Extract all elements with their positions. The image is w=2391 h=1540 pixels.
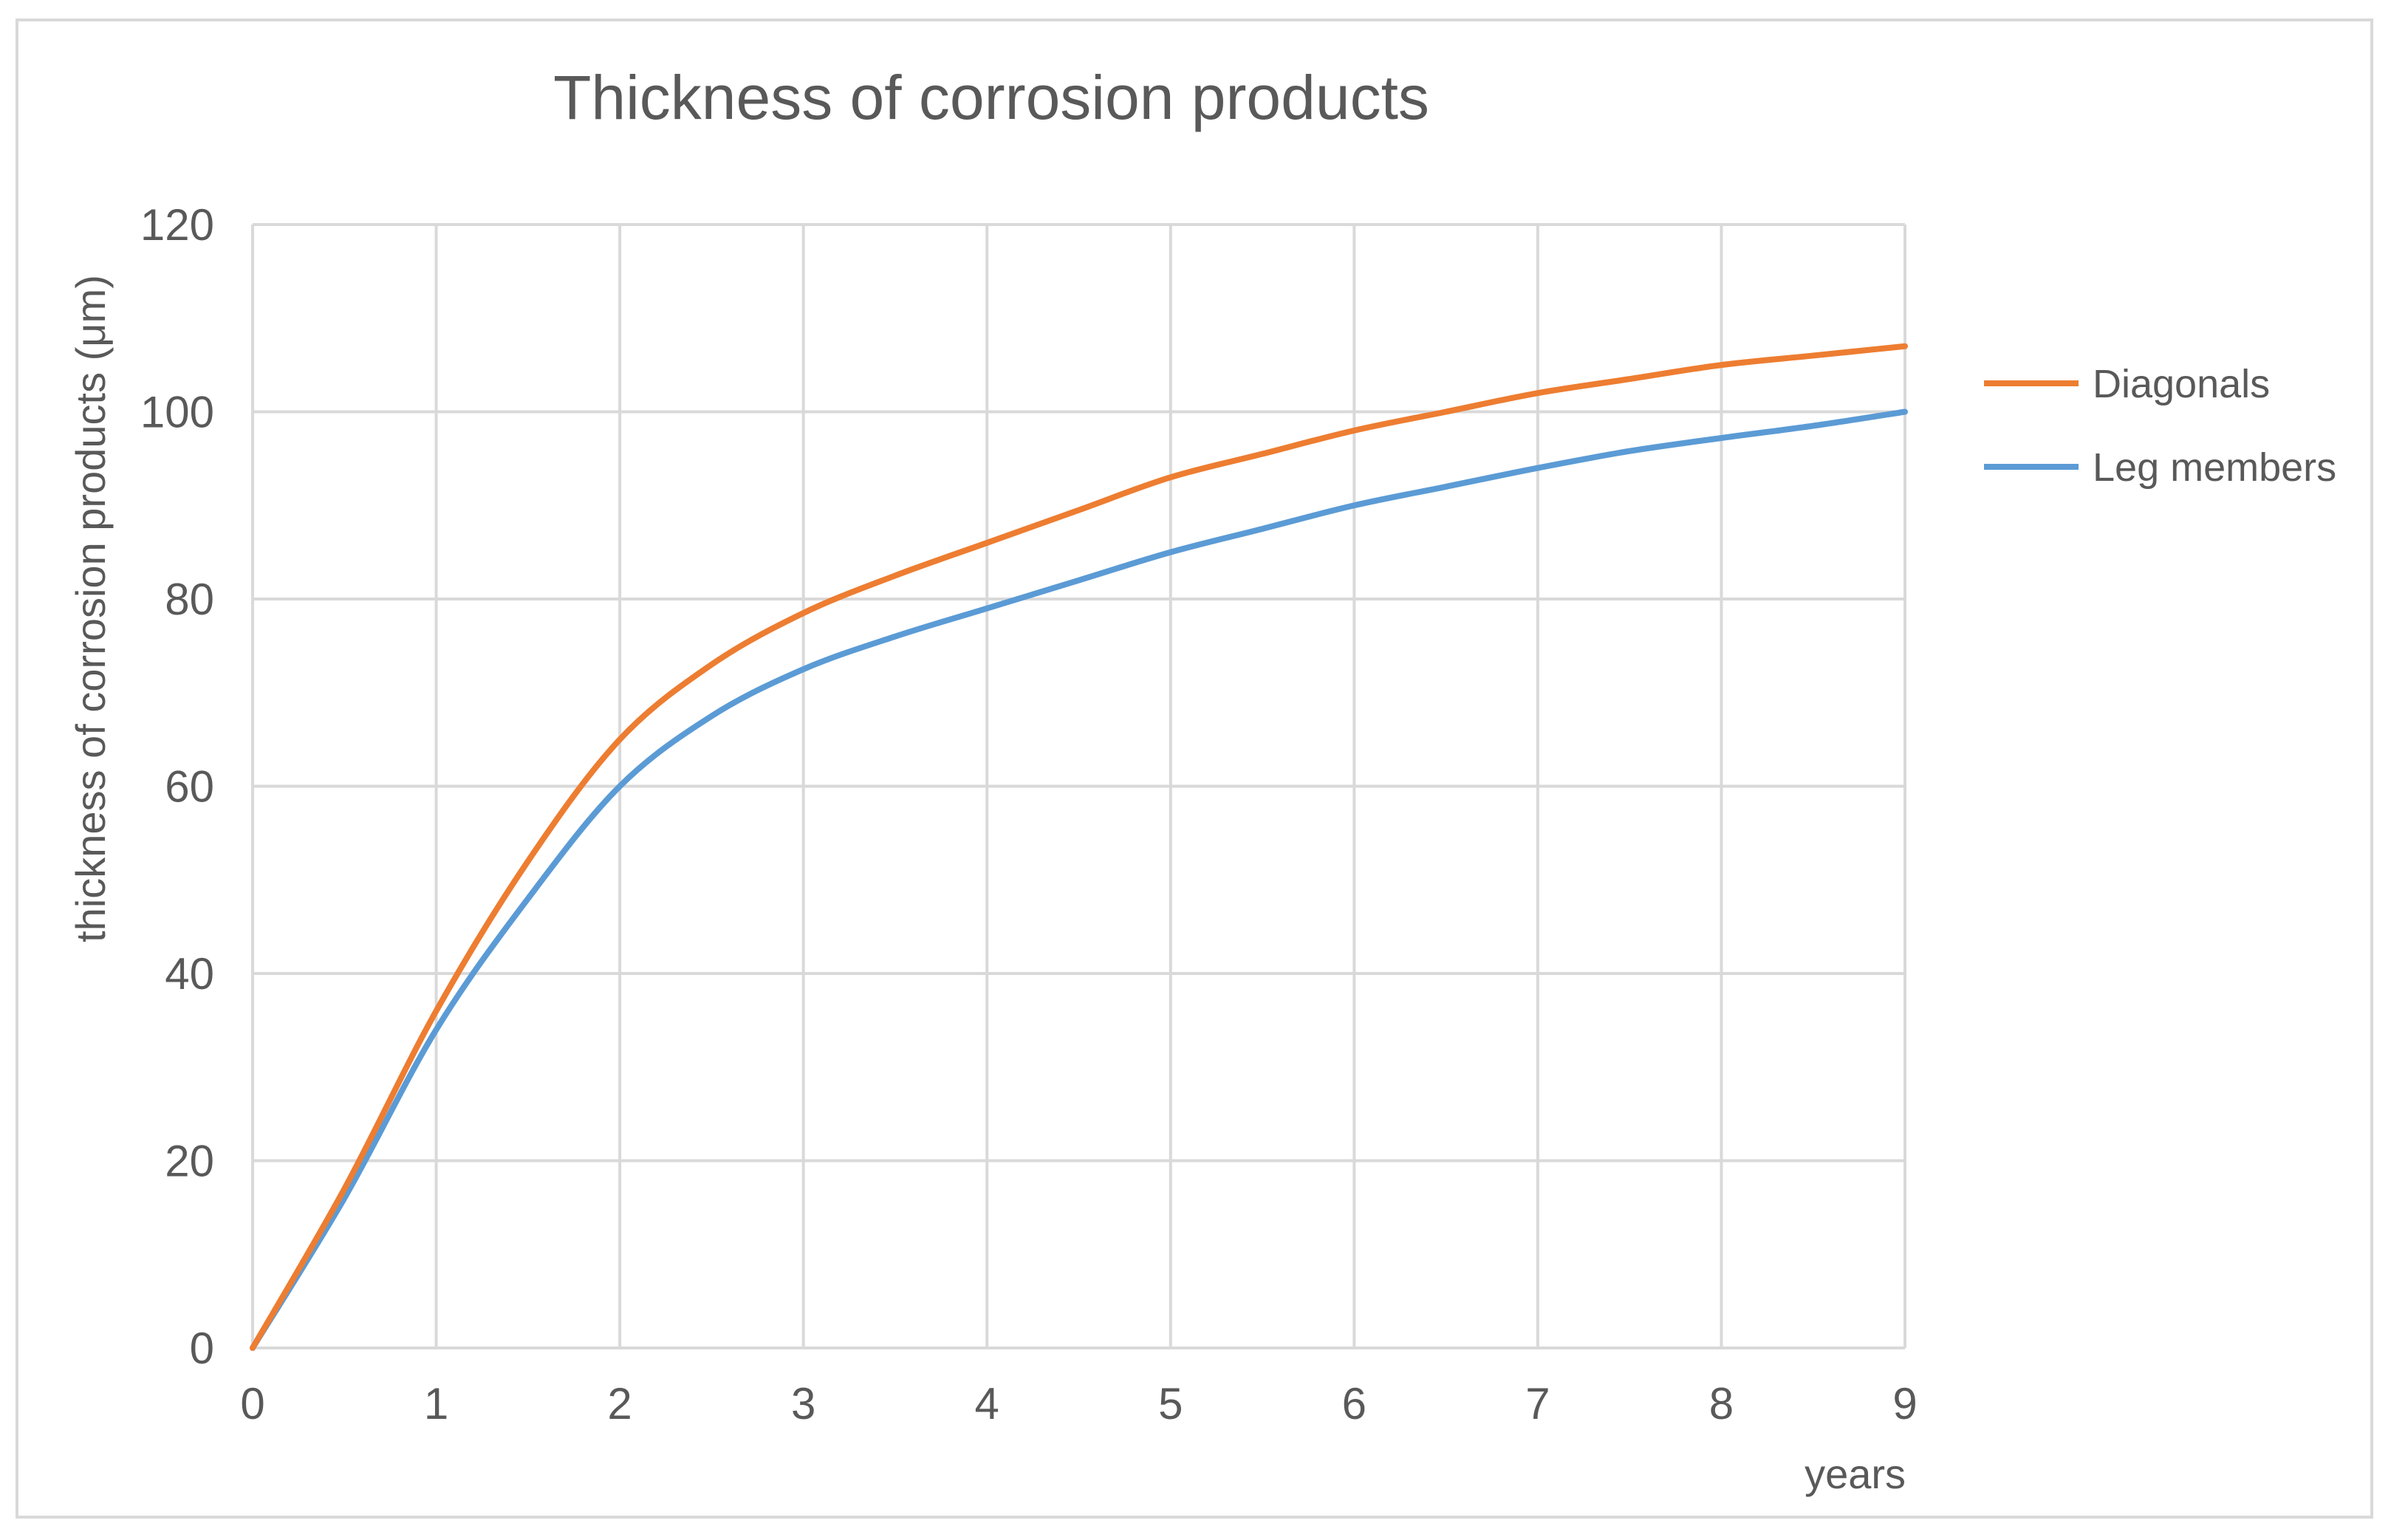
x-tick-label: 6 [1342, 1379, 1366, 1428]
x-tick-label: 4 [975, 1379, 999, 1428]
x-tick-label: 0 [240, 1379, 264, 1428]
x-tick-label: 9 [1892, 1379, 1917, 1428]
y-tick-label: 60 [165, 762, 214, 812]
y-tick-label: 40 [165, 949, 214, 999]
x-tick-label: 7 [1525, 1379, 1550, 1428]
x-tick-label: 5 [1158, 1379, 1183, 1428]
y-tick-label: 120 [140, 200, 214, 250]
chart-frame: Thickness of corrosion products 0 20 40 60 8… [16, 18, 2373, 1519]
x-axis-ticks: 0 1 2 3 4 5 6 7 8 9 [240, 1379, 1917, 1428]
y-tick-label: 80 [165, 575, 214, 624]
y-tick-label: 0 [190, 1324, 214, 1373]
grid [251, 223, 1906, 1349]
x-tick-label: 2 [607, 1379, 632, 1428]
legend-label-leg-members: Leg members [2093, 445, 2336, 490]
y-axis-ticks: 0 20 40 60 80 100 120 [140, 200, 214, 1373]
x-tick-label: 8 [1709, 1379, 1734, 1428]
x-axis-label: years [1805, 1451, 1906, 1497]
y-axis-label: thickness of corrosion products (μm) [67, 275, 114, 942]
series-line-leg-members [250, 408, 1908, 1351]
legend-label-diagonals: Diagonals [2093, 362, 2270, 406]
x-tick-label: 3 [791, 1379, 815, 1428]
y-tick-label: 100 [140, 388, 214, 437]
series-line-diagonals [250, 343, 1908, 1351]
chart-title: Thickness of corrosion products [553, 63, 1429, 132]
x-tick-label: 1 [424, 1379, 448, 1428]
legend: Diagonals Leg members [1984, 362, 2336, 490]
line-chart: Thickness of corrosion products 02040608… [67, 63, 2336, 1497]
series-lines [250, 343, 1908, 1351]
y-tick-label: 20 [165, 1137, 214, 1186]
